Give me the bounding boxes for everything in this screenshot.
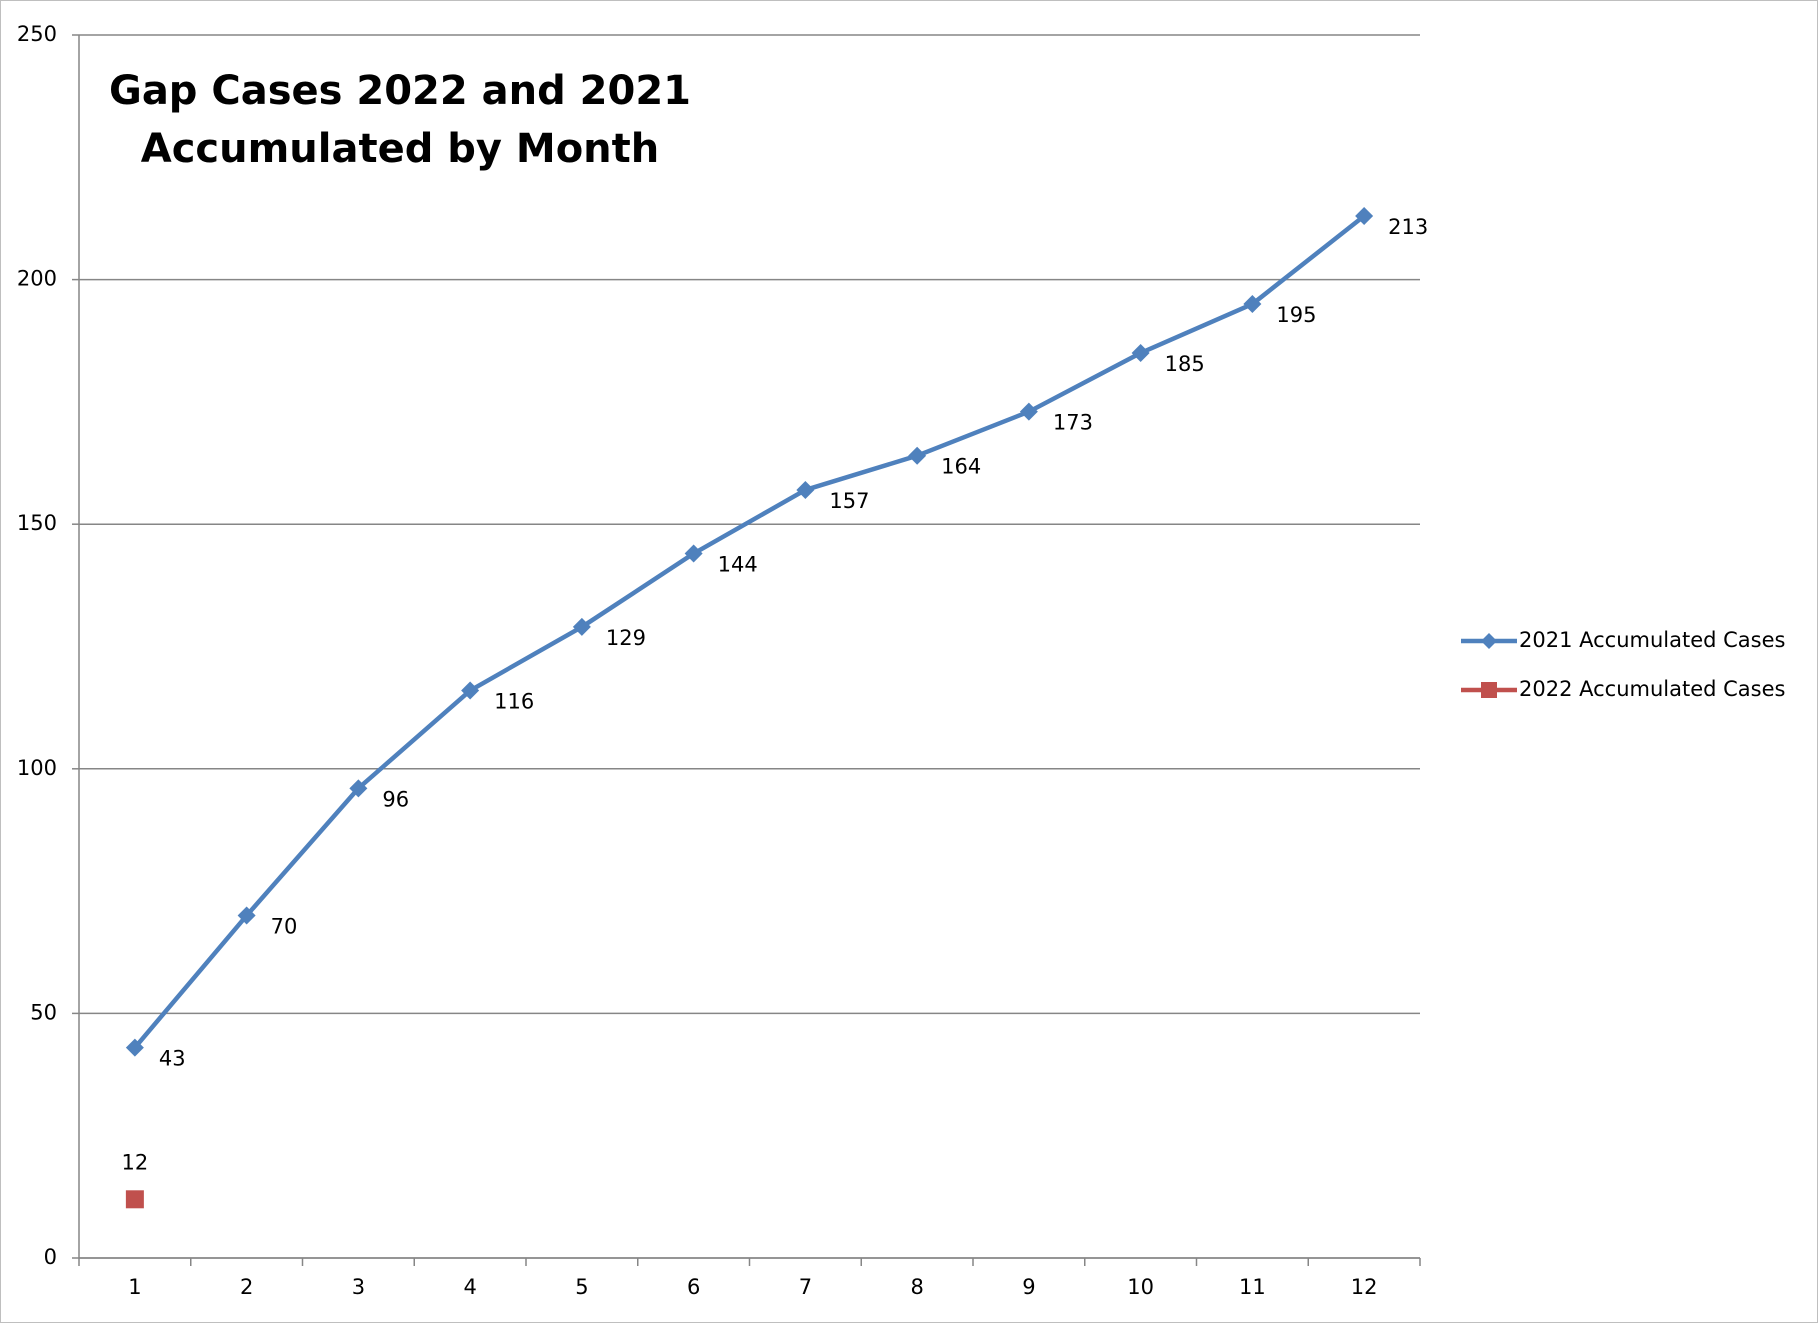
data-point — [908, 446, 927, 465]
x-tick-label: 5 — [575, 1275, 588, 1299]
y-tick-label: 200 — [17, 267, 57, 291]
data-label: 43 — [159, 1047, 186, 1071]
data-label: 129 — [606, 626, 646, 650]
data-point — [1243, 295, 1262, 314]
y-tick-label: 50 — [30, 1000, 57, 1024]
data-point — [125, 1038, 144, 1057]
x-tick-label: 10 — [1127, 1275, 1154, 1299]
x-tick-label: 1 — [128, 1275, 141, 1299]
x-tick-label: 12 — [1351, 1275, 1378, 1299]
y-tick-label: 250 — [17, 22, 57, 46]
x-tick-label: 8 — [910, 1275, 923, 1299]
y-tick-label: 100 — [17, 756, 57, 780]
data-point — [125, 1190, 144, 1209]
data-point — [1355, 207, 1374, 226]
series-line — [133, 214, 1366, 1050]
data-label: 164 — [941, 455, 981, 479]
x-tick-label: 6 — [687, 1275, 700, 1299]
data-point — [237, 906, 256, 925]
x-tick-label: 2 — [240, 1275, 253, 1299]
data-label: 195 — [1276, 303, 1316, 327]
chart-title: Accumulated by Month — [141, 126, 660, 172]
data-label: 157 — [829, 489, 869, 513]
data-label: 213 — [1388, 215, 1428, 239]
data-point — [1019, 402, 1038, 421]
x-tick-label: 3 — [352, 1275, 365, 1299]
x-tick-label: 11 — [1239, 1275, 1266, 1299]
data-label: 12 — [122, 1150, 149, 1174]
data-point — [684, 544, 703, 563]
x-tick-label: 4 — [463, 1275, 476, 1299]
data-point — [461, 681, 480, 700]
data-point — [572, 617, 591, 636]
data-label: 185 — [1165, 352, 1205, 376]
data-label: 173 — [1053, 411, 1093, 435]
y-tick-label: 150 — [17, 511, 57, 535]
x-tick-label: 9 — [1022, 1275, 1035, 1299]
data-point — [349, 779, 368, 798]
legend-label: 2022 Accumulated Cases — [1519, 677, 1785, 701]
data-label: 96 — [382, 787, 409, 811]
data-label: 144 — [718, 553, 758, 577]
legend-marker — [1481, 682, 1497, 698]
legend-label: 2021 Accumulated Cases — [1519, 628, 1785, 652]
data-label: 70 — [271, 915, 298, 939]
x-tick-label: 7 — [799, 1275, 812, 1299]
data-point — [796, 480, 815, 499]
data-label: 116 — [494, 690, 534, 714]
legend-marker — [1481, 633, 1497, 649]
chart-title: Gap Cases 2022 and 2021 — [109, 68, 691, 114]
data-point — [1131, 343, 1150, 362]
y-tick-label: 0 — [44, 1245, 57, 1269]
